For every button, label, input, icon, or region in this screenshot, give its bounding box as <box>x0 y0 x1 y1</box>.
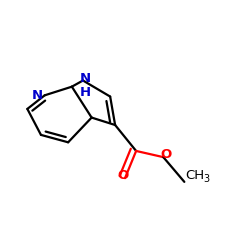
Text: CH: CH <box>186 169 205 182</box>
Text: N: N <box>80 72 91 85</box>
Text: O: O <box>118 169 129 182</box>
Text: 3: 3 <box>203 174 209 184</box>
Text: H: H <box>80 86 91 99</box>
Text: N: N <box>32 89 43 102</box>
Text: O: O <box>160 148 172 161</box>
